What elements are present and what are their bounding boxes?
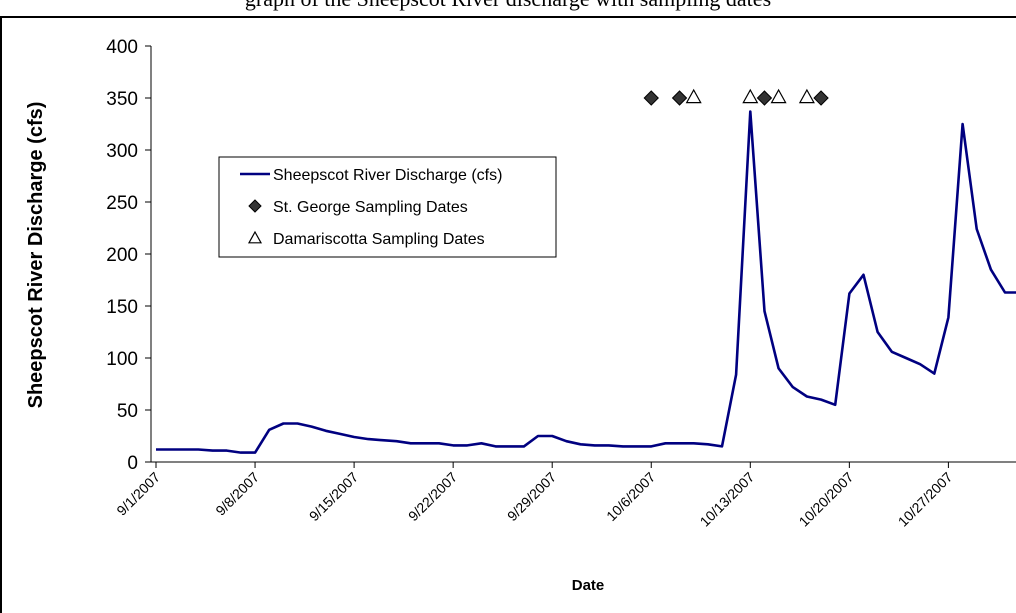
y-tick-label: 350 [106,89,138,110]
damariscotta-sampling-marker [685,88,702,104]
y-tick-label: 0 [127,453,138,474]
x-tick-label: 10/27/2007 [895,469,956,530]
st-george-sampling-marker [643,90,659,106]
y-tick-label: 100 [106,349,138,370]
damariscotta-sampling-marker [742,88,759,104]
x-tick-label: 9/15/2007 [306,469,362,525]
st-george-sampling-marker [813,90,829,106]
legend-diamond-swatch [248,199,262,213]
st-george-sampling-marker [756,90,773,106]
chart-frame [0,16,1016,613]
y-tick-label: 300 [106,141,138,162]
legend-label: Damariscotta Sampling Dates [273,231,485,248]
damariscotta-sampling-marker [770,88,787,104]
x-tick-label: 9/1/2007 [113,469,163,519]
y-tick-label: 200 [106,245,138,266]
x-tick-label: 9/29/2007 [504,469,560,525]
x-tick-label: 10/13/2007 [697,469,758,530]
y-tick-label: 50 [117,401,138,422]
x-axis-label: Date [572,577,605,594]
caption-text-above-chart: graph of the Sheepscot River discharge w… [0,0,1016,12]
legend-triangle-swatch [247,230,263,244]
y-tick-label: 250 [106,193,138,214]
x-tick-label: 10/20/2007 [796,469,857,530]
x-tick-label: 9/22/2007 [405,469,461,525]
x-tick-label: 9/8/2007 [212,469,262,519]
discharge-series-line [156,110,1016,454]
x-tick-label: 10/6/2007 [603,469,659,525]
y-axis-label: Sheepscot River Discharge (cfs) [25,102,47,409]
st-george-sampling-marker [671,90,688,106]
y-tick-label: 150 [106,297,138,318]
legend-box [218,156,557,258]
legend-label: Sheepscot River Discharge (cfs) [273,167,502,184]
y-tick-label: 400 [106,37,138,58]
legend-label: St. George Sampling Dates [273,199,468,216]
damariscotta-sampling-marker [798,88,815,104]
